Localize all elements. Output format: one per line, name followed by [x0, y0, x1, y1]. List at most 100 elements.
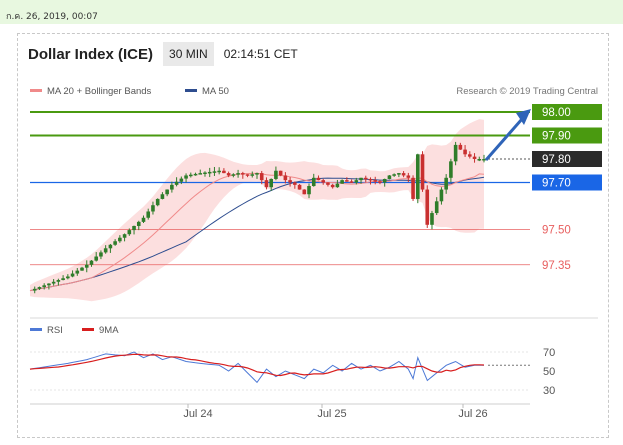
- candle-body: [32, 288, 37, 291]
- candle-body: [373, 180, 378, 182]
- candle-body: [311, 177, 316, 187]
- candle-body: [132, 225, 136, 231]
- chart-header: Dollar Index (ICE) 30 MIN 02:14:51 CET: [28, 40, 298, 68]
- resistance-label: 98.00: [542, 107, 571, 119]
- candle-body: [136, 221, 141, 226]
- candle-body: [420, 154, 425, 190]
- resistance-label: 97.90: [542, 131, 571, 143]
- support-label-box: [532, 174, 602, 191]
- candle-body: [179, 178, 184, 182]
- candle-body: [269, 178, 273, 188]
- candle-body: [345, 180, 349, 182]
- candle-body: [293, 182, 297, 185]
- candle-body: [449, 161, 453, 178]
- rsi-line: [29, 351, 484, 384]
- candle-body: [363, 177, 368, 180]
- timeframe-badge[interactable]: 30 MIN: [163, 42, 214, 66]
- candle-body: [217, 170, 221, 173]
- candle-body: [453, 144, 458, 162]
- candle-body: [288, 180, 292, 183]
- candle-body: [236, 173, 240, 175]
- candle-body: [463, 149, 467, 155]
- candle-body: [151, 205, 155, 212]
- candle-body: [368, 178, 373, 181]
- candle-body: [472, 156, 477, 159]
- candle-body: [274, 170, 278, 179]
- candle-body: [231, 174, 236, 176]
- candle-body: [207, 171, 212, 174]
- candle-body: [415, 154, 420, 199]
- ma9-legend-label: 9MA: [99, 325, 119, 336]
- candle-body: [444, 177, 448, 190]
- candle-body: [259, 173, 264, 181]
- candle-body: [349, 181, 354, 183]
- legend-label: MA 50: [202, 86, 229, 97]
- candle-body: [75, 270, 80, 274]
- rsi-legend-swatch: [30, 328, 42, 331]
- candle-body: [203, 172, 207, 175]
- current-price-label: 97.80: [542, 154, 571, 166]
- candle-body: [245, 174, 250, 176]
- legend-label: MA 20 + Bollinger Bands: [47, 86, 152, 97]
- candle-body: [458, 144, 463, 150]
- minor-level-label: 97.50: [542, 225, 571, 237]
- candle-body: [482, 159, 486, 161]
- candle-body: [160, 194, 165, 199]
- bollinger-band: [30, 119, 484, 302]
- candle-body: [94, 256, 99, 261]
- minor-level-label: 97.35: [542, 260, 571, 272]
- candle-body: [61, 278, 65, 281]
- candle-body: [378, 181, 382, 183]
- candle-body: [340, 180, 344, 184]
- candle-body: [122, 234, 127, 238]
- candle-body: [434, 201, 439, 214]
- candle-body: [297, 184, 302, 190]
- timestamp: ก.ค. 26, 2019, 00:07: [6, 12, 98, 22]
- current-price-box: [532, 151, 602, 167]
- rsi-tick-label: 50: [543, 366, 555, 378]
- candle-body: [141, 217, 146, 222]
- candle-body: [241, 173, 245, 175]
- candle-body: [103, 248, 108, 253]
- candle-body: [127, 230, 132, 235]
- x-tick-label: Jul 25: [317, 408, 346, 420]
- resistance-label-box: [532, 104, 602, 120]
- candle-body: [330, 184, 335, 188]
- candle-body: [335, 183, 340, 188]
- x-tick-label: Jul 24: [183, 408, 212, 420]
- candle-body: [387, 175, 392, 179]
- candle-body: [51, 281, 56, 284]
- candle-body: [354, 180, 359, 183]
- candle-body: [99, 252, 103, 257]
- clock-time: 02:14:51 CET: [223, 47, 298, 61]
- candle-body: [198, 173, 203, 175]
- candle-body: [278, 170, 283, 176]
- candle-body: [439, 189, 444, 202]
- candle-body: [359, 177, 363, 181]
- candle-body: [80, 267, 84, 271]
- rsi-legend-label: RSI: [47, 325, 63, 336]
- candle-body: [42, 285, 46, 288]
- candle-body: [184, 175, 188, 179]
- chart-title: Dollar Index (ICE): [28, 45, 154, 63]
- candle-body: [212, 171, 217, 173]
- candle-body: [382, 178, 387, 183]
- candle-body: [84, 264, 89, 268]
- candle-body: [401, 173, 406, 176]
- resistance-label-box: [532, 127, 602, 144]
- x-tick-label: Jul 26: [458, 408, 487, 420]
- candle-body: [222, 170, 226, 174]
- rsi-tick-label: 30: [543, 385, 555, 397]
- timestamp-bar: ก.ค. 26, 2019, 00:07: [0, 0, 623, 24]
- candle-body: [70, 273, 75, 277]
- support-label: 97.70: [542, 178, 571, 190]
- candle-body: [56, 280, 61, 282]
- candle-body: [406, 175, 411, 178]
- candle-body: [170, 184, 174, 190]
- candle-body: [307, 186, 311, 195]
- candle-body: [118, 237, 122, 242]
- candle-body: [108, 244, 113, 249]
- candle-body: [113, 241, 117, 245]
- candle-body: [425, 189, 430, 225]
